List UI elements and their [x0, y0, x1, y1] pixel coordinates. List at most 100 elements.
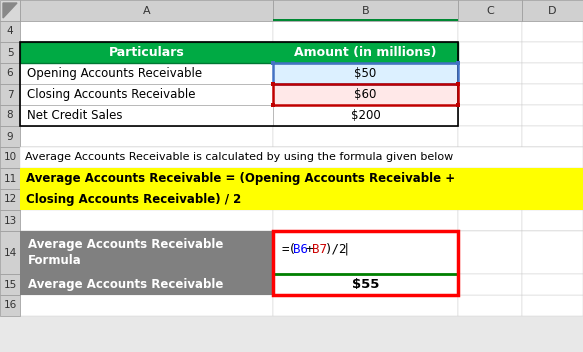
Bar [458, 231, 522, 274]
Bar [20, 231, 273, 274]
Bar [273, 105, 458, 126]
Bar [20, 147, 583, 168]
Text: 10: 10 [3, 152, 16, 163]
Text: 4: 4 [6, 26, 13, 37]
Bar [273, 84, 458, 105]
Bar [273, 295, 458, 316]
Bar [20, 63, 273, 84]
Bar [20, 42, 273, 63]
Bar [271, 103, 275, 107]
Bar [20, 84, 273, 105]
Bar [0, 21, 20, 42]
Bar [456, 82, 460, 86]
Text: C: C [486, 6, 494, 15]
Bar [522, 147, 583, 168]
Bar [0, 189, 20, 210]
Bar [0, 126, 20, 147]
Bar [271, 82, 275, 86]
Bar [522, 231, 583, 274]
Text: 13: 13 [3, 215, 17, 226]
Bar [20, 231, 273, 274]
Bar [458, 168, 522, 189]
Bar [458, 105, 522, 126]
Bar [456, 82, 460, 86]
Bar [458, 274, 522, 295]
Bar [458, 295, 522, 316]
Bar [0, 168, 20, 189]
Bar [20, 42, 458, 126]
Bar [458, 21, 522, 42]
Bar [456, 61, 460, 65]
Text: Formula: Formula [28, 254, 82, 267]
Bar [273, 63, 458, 84]
Bar [273, 105, 458, 126]
Bar [20, 105, 273, 126]
Bar [458, 274, 522, 295]
Bar [20, 84, 273, 105]
Bar [273, 0, 458, 21]
Bar [0, 0, 20, 21]
Bar [458, 42, 522, 63]
Bar [522, 168, 583, 189]
Bar [0, 147, 20, 168]
Text: $60: $60 [354, 88, 377, 101]
Text: B: B [361, 6, 369, 15]
Text: 9: 9 [6, 132, 13, 142]
Text: 7: 7 [6, 89, 13, 100]
Bar [20, 189, 583, 210]
Bar [273, 231, 458, 274]
Bar [0, 63, 20, 84]
Bar [522, 189, 583, 210]
Bar [273, 42, 458, 63]
Bar [20, 42, 458, 63]
Bar [522, 105, 583, 126]
Bar [20, 274, 273, 295]
Bar [20, 42, 273, 63]
Bar [273, 84, 458, 105]
Text: $55: $55 [352, 278, 379, 291]
Bar [20, 21, 273, 42]
Bar [522, 231, 583, 274]
Bar [0, 231, 20, 274]
Bar [273, 21, 458, 42]
Text: A: A [143, 6, 150, 15]
Bar [0, 105, 20, 126]
Bar [522, 295, 583, 316]
Bar [522, 42, 583, 63]
Bar [273, 189, 458, 210]
Polygon shape [3, 3, 17, 18]
Text: Opening Accounts Receivable: Opening Accounts Receivable [27, 67, 202, 80]
Bar [273, 63, 458, 84]
Bar [458, 231, 522, 274]
Bar [522, 274, 583, 295]
Text: 12: 12 [3, 195, 17, 205]
Bar [20, 210, 273, 231]
Text: +: + [306, 243, 313, 256]
Text: 15: 15 [3, 279, 17, 289]
Bar [273, 42, 458, 63]
Text: Average Accounts Receivable: Average Accounts Receivable [28, 278, 223, 291]
Bar [522, 210, 583, 231]
Text: 5: 5 [6, 48, 13, 57]
Bar [456, 103, 460, 107]
Bar [271, 61, 275, 65]
Text: Closing Accounts Receivable) / 2: Closing Accounts Receivable) / 2 [26, 193, 241, 206]
Bar [273, 274, 458, 295]
Text: Amount (in millions): Amount (in millions) [294, 46, 437, 59]
Bar [0, 295, 20, 316]
Bar [273, 274, 458, 295]
Text: =(: =( [281, 243, 296, 256]
Text: $50: $50 [354, 67, 377, 80]
Text: 6: 6 [6, 69, 13, 78]
Bar [20, 105, 273, 126]
Text: D: D [548, 6, 557, 15]
Bar [522, 0, 583, 21]
Text: B6: B6 [293, 243, 308, 256]
Bar [522, 84, 583, 105]
Bar [522, 274, 583, 295]
Bar [458, 189, 522, 210]
Bar [458, 84, 522, 105]
Text: $200: $200 [350, 109, 380, 122]
Text: 11: 11 [3, 174, 17, 183]
Bar [0, 274, 20, 295]
